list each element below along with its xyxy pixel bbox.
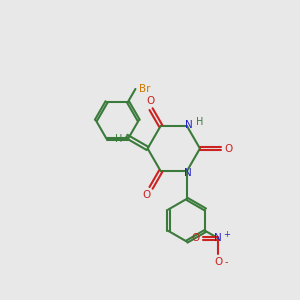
Text: O: O <box>142 190 151 200</box>
Text: N: N <box>185 120 193 130</box>
Text: Br: Br <box>139 84 150 94</box>
Text: N: N <box>184 168 192 178</box>
Text: O: O <box>225 143 233 154</box>
Text: O: O <box>146 96 154 106</box>
Text: -: - <box>224 257 228 267</box>
Text: N: N <box>214 233 222 243</box>
Text: +: + <box>224 230 230 239</box>
Text: H: H <box>196 117 203 127</box>
Text: H: H <box>115 134 122 144</box>
Text: O: O <box>214 257 222 267</box>
Text: O: O <box>191 233 200 243</box>
